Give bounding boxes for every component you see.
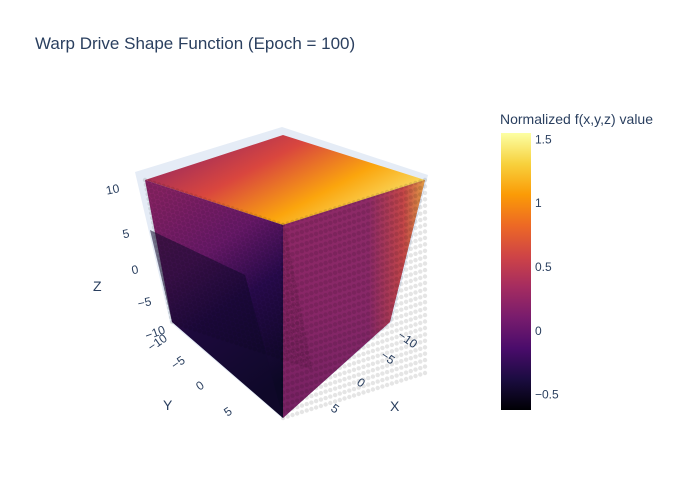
y-tick-label: 5 [221,404,235,419]
y-axis-label: Y [163,397,173,413]
colorbar-tick-label: 0.5 [535,260,552,274]
chart-title: Warp Drive Shape Function (Epoch = 100) [35,34,356,53]
colorbar-tick-label: 1.5 [535,132,552,146]
x-axis-label: X [390,398,400,414]
z-tick-label: 5 [121,226,131,241]
colorbar-ticks: 1.5 1 0.5 0 −0.5 [535,132,559,401]
z-tick-label: 10 [105,181,121,198]
marker-points [142,177,428,421]
cube-face-right-overlay[interactable] [283,180,425,418]
y-tick-label: −5 [168,353,188,373]
colorbar-tick-label: 1 [535,196,542,210]
x-tick-label: 0 [354,375,368,390]
z-tick-label: −10 [143,323,167,343]
colorbar-tick-label: −0.5 [535,388,559,402]
z-axis-label: Z [93,278,102,294]
colorbar-title: Normalized f(x,y,z) value [500,111,653,127]
z-axis: 10 5 0 −5 −10 Z [93,181,167,343]
cube-dark-region[interactable] [150,230,283,418]
scatter-cube[interactable] [145,135,425,418]
y-tick-label: 0 [193,378,207,393]
z-tick-label: 0 [130,262,140,277]
colorbar-strip [501,133,531,410]
colorbar[interactable]: Normalized f(x,y,z) value 1.5 1 0.5 0 −0.5 [500,111,653,410]
z-tick-label: −5 [136,294,153,311]
colorbar-tick-label: 0 [535,324,542,338]
cube-face-top[interactable] [145,135,425,225]
